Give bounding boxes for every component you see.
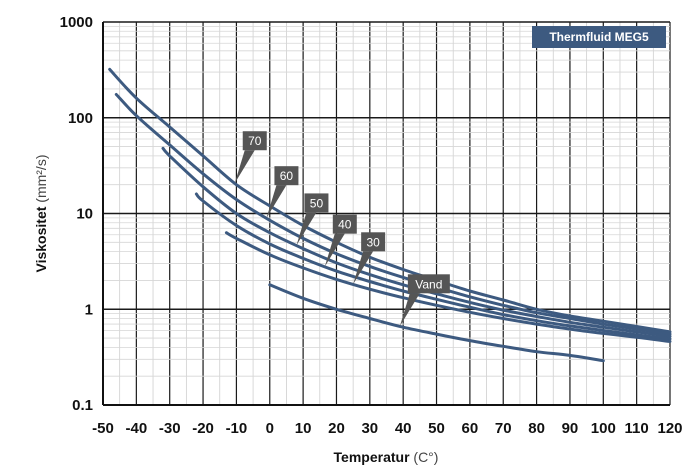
x-tick-label: 60 — [462, 420, 479, 437]
series-line-50 — [161, 146, 672, 338]
y-axis-title-unit: (mm²/s) — [33, 155, 49, 203]
x-tick-label: -30 — [159, 420, 181, 437]
y-tick-label: 0.1 — [72, 397, 93, 414]
series-label-40: 40 — [324, 214, 357, 267]
series-label-text: Vand — [415, 277, 442, 291]
series-labels: 70 60 50 40 30 Vand — [234, 131, 450, 327]
series-label-vand: Vand — [399, 274, 450, 327]
series-label-70: 70 — [234, 131, 267, 184]
x-tick-label: 30 — [361, 420, 378, 437]
series-label-text: 70 — [248, 134, 262, 148]
x-tick-label: 90 — [562, 420, 579, 437]
x-tick-label: 40 — [395, 420, 412, 437]
series-label-text: 40 — [338, 218, 352, 232]
series-label-box — [274, 166, 299, 186]
x-axis-title-unit: (C°) — [413, 449, 438, 465]
series-label-box — [242, 131, 267, 151]
series-line-30 — [224, 231, 672, 343]
x-axis-title-term: Temperatur — [334, 449, 414, 465]
series-line-vand — [268, 283, 605, 363]
series-label-pointer — [296, 212, 317, 246]
series-label-pointer — [324, 233, 345, 267]
x-tick-label: 80 — [528, 420, 545, 437]
x-tick-label: 110 — [625, 420, 649, 437]
y-tick-label: 1000 — [60, 14, 93, 31]
series-label-text: 60 — [280, 169, 294, 183]
series-label-text: 30 — [366, 235, 380, 249]
grid — [102, 21, 671, 406]
x-tick-label: 0 — [266, 420, 274, 437]
x-tick-label: 120 — [657, 420, 682, 437]
series-label-box — [407, 274, 450, 294]
series-label-50: 50 — [296, 193, 329, 246]
y-axis-title: Viskositet (mm²/s) — [33, 155, 49, 273]
x-tick-label: 100 — [591, 420, 616, 437]
x-tick-label: 10 — [295, 420, 312, 437]
series-label-30: 30 — [353, 232, 386, 285]
series-label-pointer — [353, 251, 374, 285]
x-tick-label: -20 — [192, 420, 214, 437]
series-label-box — [304, 193, 329, 213]
series-label-pointer — [399, 293, 420, 327]
series-line-40 — [194, 192, 672, 341]
x-tick-label: -40 — [126, 420, 148, 437]
series-label-box — [361, 232, 386, 252]
series-line-70 — [108, 67, 672, 334]
series-label-pointer — [234, 150, 255, 184]
series-label-pointer — [266, 185, 287, 219]
series-line-60 — [114, 93, 672, 336]
series-label-box — [332, 214, 357, 234]
x-tick-label: -10 — [226, 420, 248, 437]
y-tick-label: 1 — [85, 301, 93, 318]
x-tick-label: 70 — [495, 420, 512, 437]
chart-title-background — [532, 26, 666, 48]
series-label-60: 60 — [266, 166, 299, 219]
y-axis-title-term: Viskositet — [33, 203, 49, 273]
series-lines — [108, 67, 672, 363]
chart-title-badge: Thermfluid MEG5 — [532, 26, 666, 48]
x-tick-label: 20 — [328, 420, 345, 437]
chart-title: Thermfluid MEG5 — [549, 30, 649, 44]
x-axis-title: Temperatur (C°) — [334, 449, 439, 465]
y-tick-label: 10 — [76, 206, 93, 223]
y-tick-label: 100 — [68, 110, 93, 127]
x-tick-label: 50 — [428, 420, 445, 437]
series-label-text: 50 — [310, 196, 324, 210]
x-tick-label: -50 — [92, 420, 114, 437]
